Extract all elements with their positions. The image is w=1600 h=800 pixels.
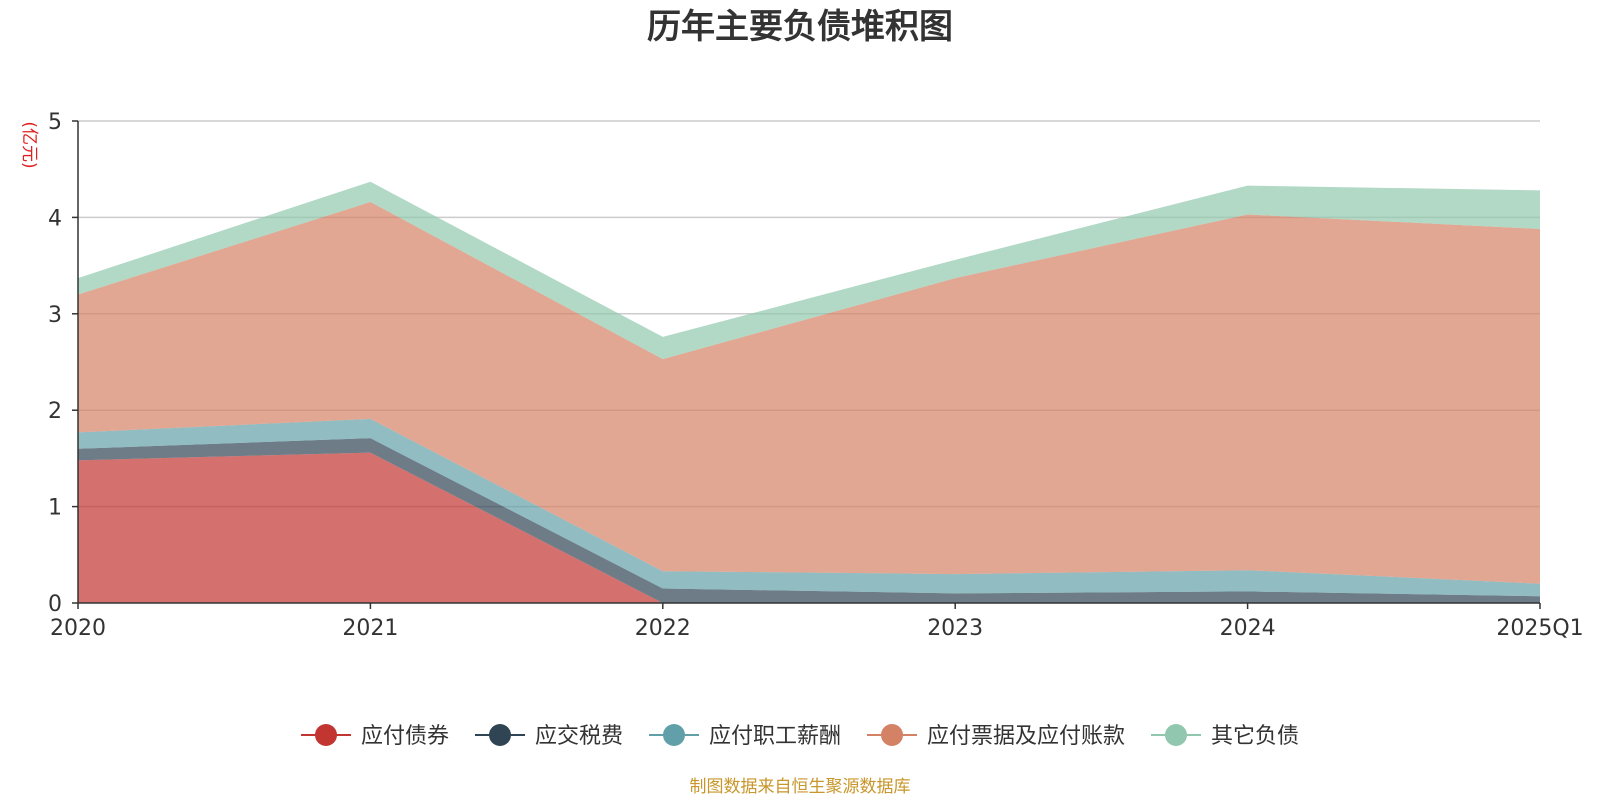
x-tick-label-3: 2023: [927, 616, 983, 641]
x-tick-label-2: 2022: [635, 616, 691, 641]
y-tick-label-1: 1: [48, 496, 62, 521]
legend: 应付债券 应交税费 应付职工薪酬 应付票据及应付账款 其它负债: [301, 724, 1299, 749]
legend-marker-3: [881, 724, 903, 746]
x-tick-label-0: 2020: [50, 616, 106, 641]
chart-title: 历年主要负债堆积图: [647, 7, 953, 47]
area-series-0: [78, 452, 1540, 603]
area-series-3: [78, 201, 1540, 584]
legend-label-2: 应付职工薪酬: [709, 724, 841, 749]
legend-marker-2: [663, 724, 685, 746]
area-series-2: [78, 418, 1540, 597]
y-tick-label-2: 2: [48, 399, 62, 424]
legend-label-1: 应交税费: [535, 724, 623, 749]
legend-marker-4: [1165, 724, 1187, 746]
legend-label-3: 应付票据及应付账款: [927, 724, 1125, 749]
area-series: [78, 181, 1540, 603]
x-tick-label-5: 2025Q1: [1496, 616, 1583, 641]
x-tick-label-1: 2021: [342, 616, 398, 641]
legend-marker-0: [315, 724, 337, 746]
legend-label-0: 应付债券: [361, 724, 449, 749]
y-tick-label-3: 3: [48, 303, 62, 328]
legend-label-4: 其它负债: [1211, 724, 1299, 749]
source-note: 制图数据来自恒生聚源数据库: [690, 777, 911, 797]
y-tick-label-0: 0: [48, 592, 62, 617]
legend-marker-1: [489, 724, 511, 746]
axes: 0 1 2 3 4 5 2020 2021 2022 2023 2024 2025Q1: [48, 110, 1584, 641]
x-tick-label-4: 2024: [1220, 616, 1276, 641]
area-series-4: [78, 181, 1540, 360]
area-series-1: [78, 438, 1540, 603]
y-axis-unit-label: (亿元): [19, 121, 39, 168]
y-tick-label-4: 4: [48, 206, 62, 231]
y-tick-label-5: 5: [48, 110, 62, 135]
